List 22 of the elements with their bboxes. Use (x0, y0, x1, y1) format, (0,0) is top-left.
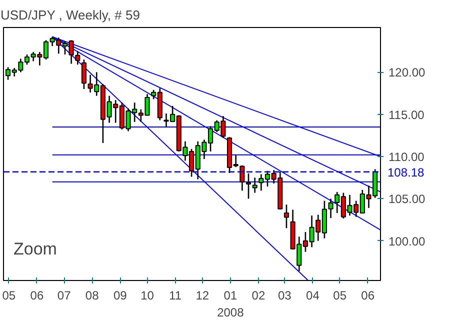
x-tick-label: 07 (57, 288, 72, 302)
x-tick-label: 10 (140, 288, 154, 302)
chart-title: USD/JPY , Weekly, # 59 (0, 8, 140, 22)
ref-line-label: 108.18 (388, 165, 425, 180)
y-tick-label: 120.00 (388, 66, 426, 80)
y-tick-label: 110.00 (388, 150, 425, 164)
y-tick-label: 115.00 (388, 108, 425, 122)
x-tick-label: 04 (306, 288, 320, 302)
x-tick-label: 08 (85, 288, 100, 302)
x-tick-label: 01 2008 (217, 288, 244, 320)
x-tick-label: 11 (169, 288, 182, 302)
x-tick-label: 09 (113, 288, 128, 302)
x-tick-label: 06 (30, 288, 44, 302)
x-tick-label: 12 (196, 288, 210, 302)
x-tick-label: 05 (333, 288, 347, 302)
x-tick-label: 06 (361, 288, 375, 302)
x-tick-label: 05 (2, 288, 16, 302)
y-tick-label: 105.00 (388, 192, 426, 206)
annotation: Zoom (14, 240, 57, 258)
x-tick-label: 02 (252, 288, 266, 302)
y-tick-label: 100.00 (388, 234, 426, 248)
x-tick-label: 03 (278, 288, 292, 302)
